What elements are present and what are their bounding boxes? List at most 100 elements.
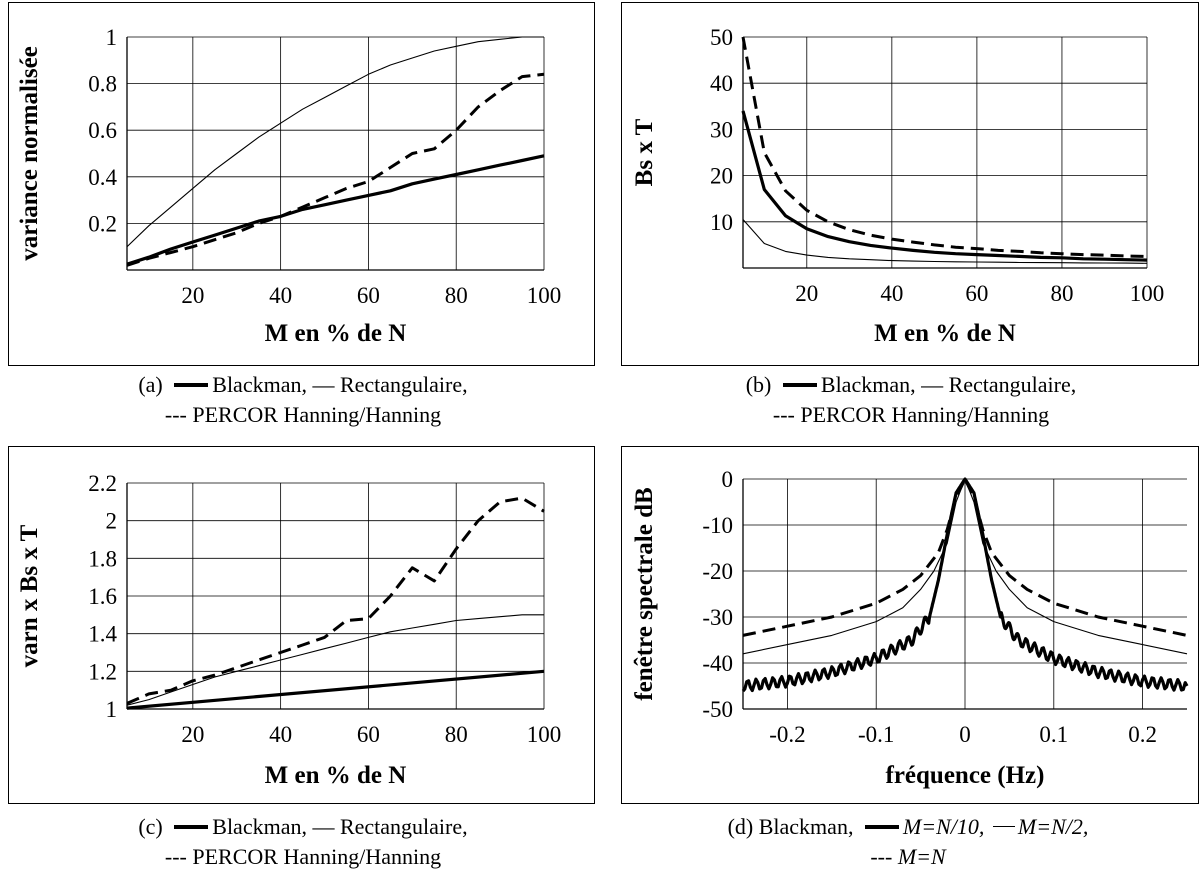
- caption-d: (d) Blackman, M=N/10, M=N/2, --- M=N: [613, 812, 1203, 872]
- caption-b-rect: — Rectangulaire,: [921, 372, 1077, 397]
- x-tick-label: 80: [445, 722, 468, 747]
- y-tick-label: 1.8: [88, 546, 117, 571]
- series-line-rectangulaire: [126, 36, 544, 248]
- caption-c: (c) Blackman, — Rectangulaire, --- PERCO…: [8, 812, 598, 872]
- y-tick-label: 2: [106, 509, 118, 534]
- y-tick-label: 40: [710, 71, 733, 96]
- chart-d: 0 -10 -20 -30 -40 -50 -0.2 -0.1 0 0.1 0.2 fréquence…: [631, 467, 1189, 789]
- x-tick-label: 20: [795, 281, 818, 306]
- x-tick-label: -0.1: [858, 722, 894, 747]
- x-tick-label: 80: [1050, 281, 1073, 306]
- x-axis-title: fréquence (Hz): [886, 762, 1045, 789]
- thick-line-swatch: [174, 824, 209, 829]
- x-axis-title: M en % de N: [265, 320, 407, 347]
- x-tick-label: -0.2: [769, 722, 805, 747]
- y-tick-label: 1: [106, 25, 118, 50]
- y-tick-label: 1.6: [88, 584, 117, 609]
- caption-a-prefix: (a): [138, 372, 163, 397]
- caption-d-line1: (d) Blackman, M=N/10, M=N/2,: [613, 812, 1203, 842]
- series-line-percor-hanning-hanning: [126, 72, 545, 267]
- x-tick-label: 20: [181, 722, 204, 747]
- series-line-m-n-10: [741, 477, 1189, 693]
- y-tick-label: 30: [710, 117, 733, 142]
- thin-line-swatch: [992, 826, 1015, 828]
- y-tick-label: 0.4: [88, 165, 117, 190]
- caption-b-prefix: (b): [745, 372, 772, 397]
- caption-d-m2: M=N/2,: [1017, 814, 1089, 839]
- y-tick-label: 1.4: [88, 622, 117, 647]
- chart-a: 0.2 0.4 0.6 0.8 1 20 40 60 80 100 M en % de N varia…: [16, 25, 562, 347]
- y-tick-label: -30: [702, 605, 733, 630]
- x-tick-label: 0.2: [1128, 722, 1157, 747]
- y-axis-title: fenêtre spectrale dB: [631, 487, 658, 700]
- thick-line-swatch: [864, 824, 899, 829]
- x-tick-label: 60: [357, 283, 380, 308]
- caption-d-m3: M=N: [897, 844, 946, 869]
- caption-a-line1: (a) Blackman, — Rectangulaire,: [8, 370, 598, 400]
- y-tick-label: 2.2: [88, 471, 117, 496]
- x-tick-label: 60: [965, 281, 988, 306]
- caption-d-m1: M=N/10,: [902, 814, 985, 839]
- chart-b: 10 20 30 40 50 20 40 60 80 100 M en % de N Bs x T: [631, 25, 1165, 347]
- x-tick-label: 100: [1130, 281, 1165, 306]
- y-tick-label: -50: [702, 697, 733, 722]
- chart-panel-c: 1 1.2 1.4 1.6 1.8 2 2.2 20 40 60 80 100 M en % de N v…: [8, 446, 595, 804]
- x-tick-label: 40: [269, 283, 292, 308]
- y-tick-label: -20: [702, 559, 733, 584]
- caption-a-line2: --- PERCOR Hanning/Hanning: [164, 402, 442, 427]
- caption-b-line1: (b) Blackman, — Rectangulaire,: [616, 370, 1204, 400]
- caption-b-line2: --- PERCOR Hanning/Hanning: [772, 402, 1050, 427]
- y-tick-label: 0.2: [88, 211, 117, 236]
- y-tick-label: -10: [702, 513, 733, 538]
- y-tick-label: 20: [710, 164, 733, 189]
- caption-c-line2: --- PERCOR Hanning/Hanning: [164, 844, 442, 869]
- y-tick-label: 10: [710, 210, 733, 235]
- x-tick-label: 100: [527, 283, 562, 308]
- chart-panel-b: 10 20 30 40 50 20 40 60 80 100 M en % de N Bs x T: [621, 2, 1199, 366]
- y-tick-label: 1.2: [88, 659, 117, 684]
- y-tick-label: 0.6: [88, 118, 117, 143]
- y-axis-title: varn x Bs x T: [16, 524, 43, 667]
- series-line-rectangulaire: [742, 219, 1148, 264]
- y-tick-label: 0: [722, 467, 734, 492]
- series-line-rectangulaire: [126, 614, 544, 706]
- y-tick-label: -40: [702, 651, 733, 676]
- caption-c-prefix: (c): [138, 814, 163, 839]
- thick-line-swatch: [782, 382, 817, 387]
- thick-line-swatch: [174, 382, 209, 387]
- chart-c: 1 1.2 1.4 1.6 1.8 2 2.2 20 40 60 80 100 M en % de N v…: [16, 471, 562, 789]
- x-tick-label: 40: [269, 722, 292, 747]
- series-line-blackman: [741, 110, 1148, 262]
- caption-a-rect: — Rectangulaire,: [312, 372, 468, 397]
- caption-a-blackman: Blackman,: [212, 372, 307, 397]
- y-tick-label: 50: [710, 25, 733, 50]
- x-tick-label: 0.1: [1039, 722, 1068, 747]
- caption-c-line1: (c) Blackman, — Rectangulaire,: [8, 812, 598, 842]
- caption-d-line2: --- M=N: [613, 842, 1203, 872]
- x-tick-label: 100: [527, 722, 562, 747]
- y-tick-label: 1: [106, 697, 118, 722]
- series-line-blackman: [126, 669, 545, 710]
- y-axis-title: variance normalisée: [16, 46, 43, 261]
- caption-c-rect: — Rectangulaire,: [312, 814, 468, 839]
- caption-a: (a) Blackman, — Rectangulaire, --- PERCO…: [8, 370, 598, 430]
- caption-d-dash: ---: [870, 844, 893, 869]
- caption-c-blackman: Blackman,: [212, 814, 307, 839]
- chart-panel-d: 0 -10 -20 -30 -40 -50 -0.2 -0.1 0 0.1 0.2 fréquence…: [621, 446, 1199, 804]
- x-tick-label: 80: [445, 283, 468, 308]
- y-tick-label: 0.8: [88, 72, 117, 97]
- x-tick-label: 40: [880, 281, 903, 306]
- x-axis-title: M en % de N: [265, 762, 407, 789]
- x-tick-label: 20: [181, 283, 204, 308]
- caption-d-prefix: (d) Blackman,: [727, 814, 854, 839]
- caption-b: (b) Blackman, — Rectangulaire, --- PERCO…: [616, 370, 1204, 430]
- series-line-percor-hanning-hanning: [126, 496, 545, 705]
- series-line-blackman: [126, 154, 545, 266]
- caption-b-blackman: Blackman,: [820, 372, 916, 397]
- x-tick-label: 0: [959, 722, 971, 747]
- chart-panel-a: 0.2 0.4 0.6 0.8 1 20 40 60 80 100 M en % de N varia…: [8, 2, 595, 366]
- x-axis-title: M en % de N: [874, 320, 1016, 347]
- series-line-percor-hanning-hanning: [741, 36, 1148, 258]
- y-axis-title: Bs x T: [631, 118, 658, 186]
- x-tick-label: 60: [357, 722, 380, 747]
